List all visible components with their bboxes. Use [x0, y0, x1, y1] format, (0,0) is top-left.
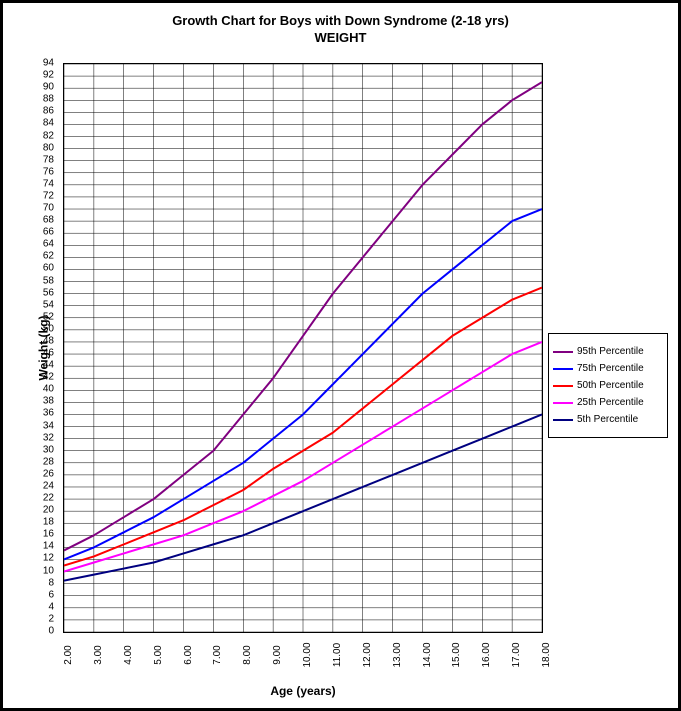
y-tick-label: 58 — [43, 275, 54, 286]
x-tick-label: 8.00 — [242, 645, 253, 664]
plot-svg — [64, 64, 542, 632]
legend-item: 50th Percentile — [553, 380, 663, 391]
y-tick-label: 50 — [43, 323, 54, 334]
x-tick-label: 13.00 — [392, 642, 403, 667]
x-tick-label: 5.00 — [153, 645, 164, 664]
y-tick-label: 16 — [43, 529, 54, 540]
y-tick-label: 56 — [43, 287, 54, 298]
legend-item: 25th Percentile — [553, 397, 663, 408]
legend-swatch — [553, 419, 573, 421]
y-tick-label: 20 — [43, 505, 54, 516]
x-axis-ticks: 2.00 3.00 4.00 5.00 6.00 7.00 8.00 9.00 10.00 11.… — [63, 637, 543, 677]
y-tick-label: 54 — [43, 299, 54, 310]
legend-swatch — [553, 385, 573, 387]
x-tick-label: 14.00 — [422, 642, 433, 667]
x-tick-label: 17.00 — [511, 642, 522, 667]
y-tick-label: 14 — [43, 541, 54, 552]
y-tick-label: 32 — [43, 432, 54, 443]
y-tick-label: 22 — [43, 493, 54, 504]
y-tick-label: 0 — [48, 626, 54, 637]
x-tick-label: 11.00 — [332, 643, 343, 667]
y-tick-label: 38 — [43, 396, 54, 407]
y-tick-label: 76 — [43, 166, 54, 177]
y-tick-label: 28 — [43, 456, 54, 467]
x-tick-label: 7.00 — [212, 645, 223, 664]
x-tick-label: 18.00 — [541, 642, 552, 667]
y-tick-label: 80 — [43, 142, 54, 153]
y-tick-label: 36 — [43, 408, 54, 419]
x-tick-label: 3.00 — [93, 645, 104, 664]
y-tick-label: 92 — [43, 70, 54, 81]
y-tick-label: 44 — [43, 360, 54, 371]
y-tick-label: 8 — [48, 577, 54, 588]
x-tick-label: 2.00 — [63, 645, 74, 664]
legend-item: 95th Percentile — [553, 346, 663, 357]
grid-lines — [64, 64, 542, 632]
y-tick-label: 4 — [48, 601, 54, 612]
y-tick-label: 90 — [43, 82, 54, 93]
y-tick-label: 78 — [43, 154, 54, 165]
legend-label: 5th Percentile — [577, 414, 638, 425]
y-tick-label: 82 — [43, 130, 54, 141]
y-axis-ticks: 0246810121416182022242628303234363840424… — [3, 63, 58, 633]
y-tick-label: 46 — [43, 348, 54, 359]
y-tick-label: 42 — [43, 372, 54, 383]
legend-swatch — [553, 351, 573, 353]
y-tick-label: 86 — [43, 106, 54, 117]
y-tick-label: 70 — [43, 203, 54, 214]
chart-title-line1: Growth Chart for Boys with Down Syndrome… — [3, 13, 678, 30]
y-tick-label: 6 — [48, 589, 54, 600]
y-tick-label: 52 — [43, 311, 54, 322]
x-tick-label: 9.00 — [272, 645, 283, 664]
legend-item: 5th Percentile — [553, 414, 663, 425]
legend-item: 75th Percentile — [553, 363, 663, 374]
legend-label: 25th Percentile — [577, 397, 644, 408]
y-tick-label: 40 — [43, 384, 54, 395]
y-tick-label: 24 — [43, 480, 54, 491]
x-tick-label: 10.00 — [302, 642, 313, 667]
y-tick-label: 94 — [43, 58, 54, 69]
x-tick-label: 12.00 — [362, 642, 373, 667]
y-tick-label: 74 — [43, 178, 54, 189]
legend-label: 75th Percentile — [577, 363, 644, 374]
y-tick-label: 60 — [43, 263, 54, 274]
y-tick-label: 84 — [43, 118, 54, 129]
y-tick-label: 30 — [43, 444, 54, 455]
legend-swatch — [553, 402, 573, 404]
x-tick-label: 6.00 — [183, 645, 194, 664]
plot-area — [63, 63, 543, 633]
x-tick-label: 15.00 — [451, 642, 462, 667]
legend: 95th Percentile 75th Percentile 50th Perce… — [548, 333, 668, 438]
x-axis-label: Age (years) — [63, 684, 543, 698]
legend-label: 50th Percentile — [577, 380, 644, 391]
legend-swatch — [553, 368, 573, 370]
chart-frame: Growth Chart for Boys with Down Syndrome… — [0, 0, 681, 711]
chart-title-line2: WEIGHT — [3, 30, 678, 47]
legend-label: 95th Percentile — [577, 346, 644, 357]
x-tick-label: 4.00 — [123, 645, 134, 664]
x-tick-label: 16.00 — [481, 642, 492, 667]
y-tick-label: 34 — [43, 420, 54, 431]
y-tick-label: 62 — [43, 251, 54, 262]
y-tick-label: 88 — [43, 94, 54, 105]
y-tick-label: 64 — [43, 239, 54, 250]
y-tick-label: 18 — [43, 517, 54, 528]
y-tick-label: 48 — [43, 335, 54, 346]
y-tick-label: 68 — [43, 215, 54, 226]
y-tick-label: 2 — [48, 613, 54, 624]
y-tick-label: 12 — [43, 553, 54, 564]
y-tick-label: 10 — [43, 565, 54, 576]
y-tick-label: 72 — [43, 190, 54, 201]
y-tick-label: 66 — [43, 227, 54, 238]
y-tick-label: 26 — [43, 468, 54, 479]
chart-title: Growth Chart for Boys with Down Syndrome… — [3, 13, 678, 47]
